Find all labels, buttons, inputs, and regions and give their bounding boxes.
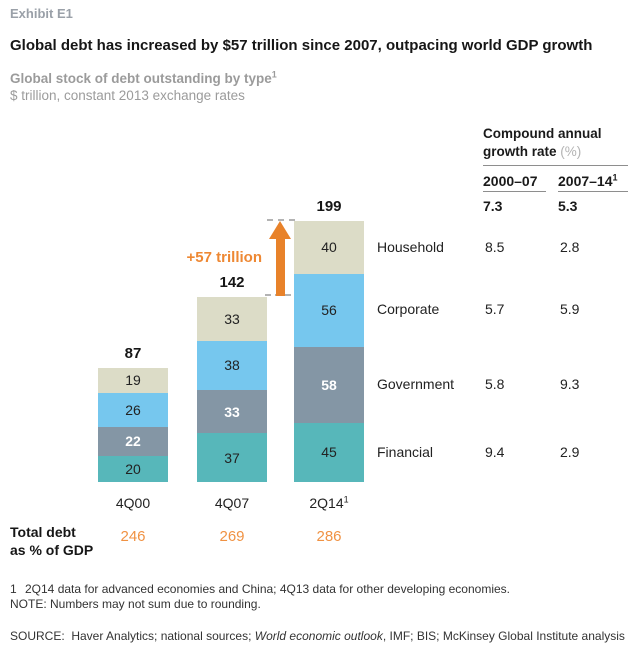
footnote-text: 2Q14 data for advanced economies and Chi… xyxy=(25,582,510,596)
growth-header-line2: growth rate xyxy=(483,144,557,159)
dashed-guide-top xyxy=(267,219,295,221)
category-label-4Q07: 4Q07 xyxy=(197,495,267,511)
bar-2Q14: 40 56 58 45 xyxy=(294,221,364,482)
growth-total-2000-07: 7.3 xyxy=(483,198,503,214)
bar-segment-government: 33 xyxy=(197,390,267,434)
source-suffix: , IMF; BIS; McKinsey Global Institute an… xyxy=(382,629,625,643)
increase-annotation: +57 trillion xyxy=(186,249,262,266)
cagr-corporate-col1: 5.7 xyxy=(485,301,505,318)
increase-arrow-head xyxy=(269,221,291,239)
growth-total-2007-14: 5.3 xyxy=(558,198,578,214)
bar-segment-financial: 45 xyxy=(294,423,364,482)
category-text: 4Q00 xyxy=(115,495,151,511)
segment-value: 40 xyxy=(321,239,337,256)
source-italic: World economic outlook xyxy=(254,629,383,643)
gdp-value-4Q07: 269 xyxy=(219,528,245,545)
segment-value: 20 xyxy=(125,460,141,477)
bar-segment-financial: 37 xyxy=(197,433,267,482)
growth-col-2000-07: 2000–07 xyxy=(483,173,538,189)
gdp-value-2Q14: 286 xyxy=(316,528,342,545)
segment-value: 38 xyxy=(224,357,240,374)
cagr-corporate-col2: 5.9 xyxy=(560,301,580,318)
segment-value: 37 xyxy=(224,449,240,466)
exhibit-label: Exhibit E1 xyxy=(10,6,73,21)
chart-units: $ trillion, constant 2013 exchange rates xyxy=(10,88,245,103)
segment-value: 33 xyxy=(224,310,240,327)
subtitle-footnote-marker: 1 xyxy=(271,69,277,80)
cagr-household-col2: 2.8 xyxy=(560,238,580,255)
gdp-value-4Q00: 246 xyxy=(120,528,146,545)
growth-col2-underline xyxy=(558,191,628,192)
bar-4Q00: 19 26 22 20 xyxy=(98,368,168,482)
footnote-marker: 1 xyxy=(10,582,17,596)
growth-col-2007-14: 2007–141 xyxy=(558,172,618,189)
page-title: Global debt has increased by $57 trillio… xyxy=(10,37,593,54)
bar-segment-household: 33 xyxy=(197,297,267,341)
growth-header-line1: Compound annual xyxy=(483,126,602,141)
bar-total-4Q07: 142 xyxy=(219,274,245,292)
growth-table-rule xyxy=(483,165,628,166)
cagr-government-col1: 5.8 xyxy=(485,376,505,393)
note-line: NOTE: Numbers may not sum due to roundin… xyxy=(10,597,261,611)
gdp-label-line2: as % of GDP xyxy=(10,542,94,558)
gdp-label-line1: Total debt xyxy=(10,524,76,540)
category-label-4Q00: 4Q00 xyxy=(98,495,168,511)
increase-arrow-shaft xyxy=(276,238,285,296)
bar-segment-household: 40 xyxy=(294,221,364,274)
category-text: 4Q07 xyxy=(214,495,250,511)
legend-label-corporate: Corporate xyxy=(377,301,440,318)
segment-value: 56 xyxy=(321,302,337,319)
cagr-financial-col1: 9.4 xyxy=(485,443,505,460)
segment-value: 33 xyxy=(224,403,240,420)
bar-segment-corporate: 26 xyxy=(98,392,168,427)
growth-header-unit: (%) xyxy=(560,144,582,159)
bar-segment-government: 58 xyxy=(294,347,364,424)
growth-table-header: Compound annual growth rate (%) xyxy=(483,125,602,161)
legend-label-household: Household xyxy=(377,238,444,255)
segment-value: 19 xyxy=(125,372,141,389)
cagr-household-col1: 8.5 xyxy=(485,238,505,255)
bar-4Q07: 33 38 33 37 xyxy=(197,297,267,482)
gdp-row-label: Total debt as % of GDP xyxy=(10,523,93,559)
bar-segment-financial: 20 xyxy=(98,455,168,482)
segment-value: 22 xyxy=(125,433,141,450)
segment-value: 45 xyxy=(321,444,337,461)
chart-subtitle: Global stock of debt outstanding by type… xyxy=(10,69,277,86)
bar-segment-household: 19 xyxy=(98,368,168,393)
bar-segment-corporate: 56 xyxy=(294,273,364,348)
bar-total-2Q14: 199 xyxy=(316,198,342,216)
cagr-government-col2: 9.3 xyxy=(560,376,580,393)
bar-segment-corporate: 38 xyxy=(197,340,267,391)
segment-value: 58 xyxy=(321,377,337,394)
category-text: 2Q14 xyxy=(309,495,344,511)
chart-subtitle-text: Global stock of debt outstanding by type xyxy=(10,71,272,86)
growth-col1-underline xyxy=(483,191,546,192)
cagr-financial-col2: 2.9 xyxy=(560,443,580,460)
source-line: SOURCE: Haver Analytics; national source… xyxy=(10,629,625,643)
segment-value: 26 xyxy=(125,401,141,418)
legend-label-government: Government xyxy=(377,376,455,393)
category-footnote-marker: 1 xyxy=(343,494,349,505)
source-prefix: SOURCE: Haver Analytics; national source… xyxy=(10,629,255,643)
legend-label-financial: Financial xyxy=(377,443,434,460)
bar-segment-government: 22 xyxy=(98,426,168,456)
category-label-2Q14: 2Q141 xyxy=(294,495,364,511)
footnote-1: 1 2Q14 data for advanced economies and Ch… xyxy=(10,582,510,596)
bar-total-4Q00: 87 xyxy=(124,345,142,363)
